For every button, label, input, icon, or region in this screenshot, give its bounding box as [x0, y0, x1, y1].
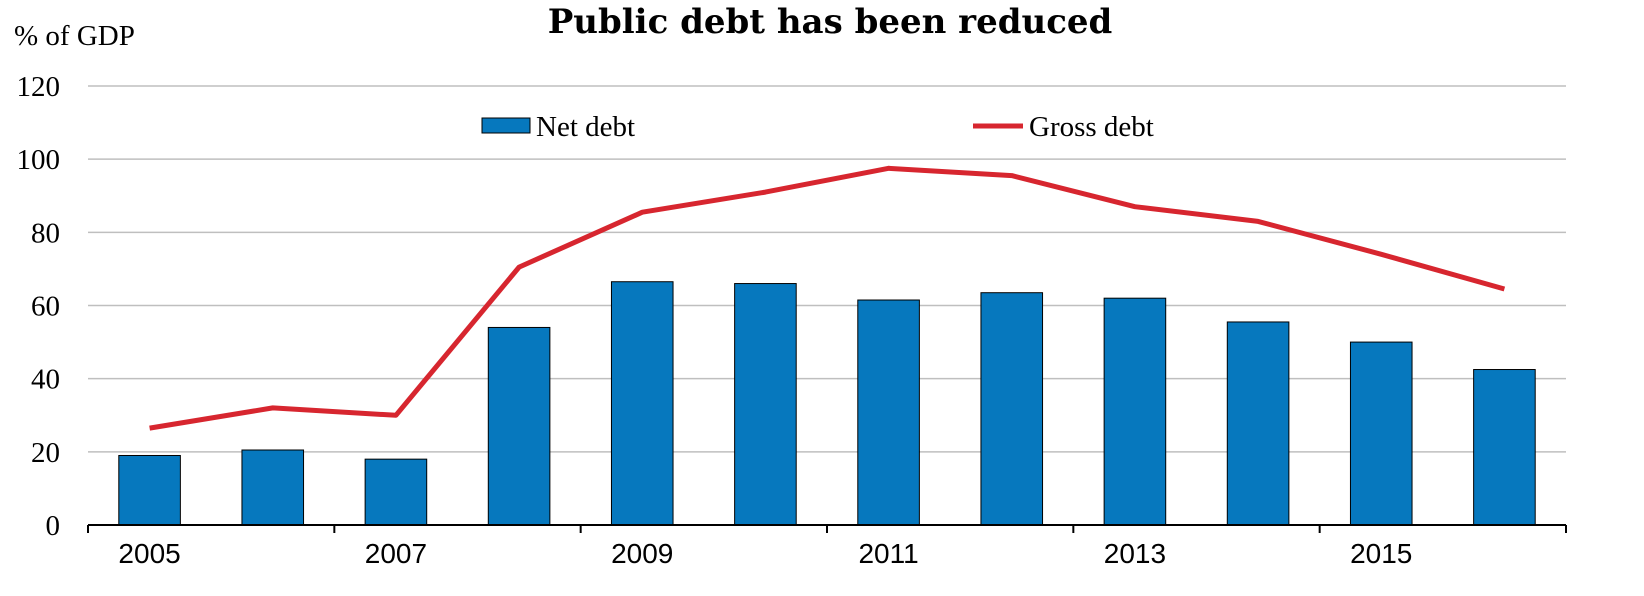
x-tick-label: 2005	[118, 538, 180, 569]
y-tick-label: 120	[17, 71, 61, 103]
x-tick-label: 2015	[1350, 538, 1412, 569]
x-axis: 2005 2007 2009 2011 2013 2015	[87, 524, 1567, 569]
chart-title: Public debt has been reduced	[548, 2, 1113, 42]
net-debt-bar	[241, 449, 305, 526]
net-debt-bar	[980, 292, 1044, 526]
y-tick-label: 60	[31, 291, 60, 323]
y-tick-label: 100	[17, 144, 61, 176]
gross-debt-line-group	[149, 165, 1506, 431]
net-debt-bar	[118, 454, 181, 526]
net-debt-bar	[610, 281, 674, 526]
net-debt-bar	[734, 283, 797, 526]
x-tick-label: 2011	[858, 538, 918, 569]
net-debt-bar	[1103, 297, 1167, 526]
legend-label-gross-debt: Gross debt	[1029, 111, 1154, 143]
x-tick-label: 2009	[611, 538, 673, 569]
net-debt-bar	[364, 458, 428, 526]
legend-swatch-net-debt	[481, 117, 531, 134]
gridlines	[88, 85, 1566, 453]
y-axis-unit-label: % of GDP	[14, 20, 135, 52]
gross-debt-line	[149, 165, 1506, 431]
y-tick-label: 80	[31, 217, 60, 249]
y-axis-ticks: 0 20 40 60 80 100 120	[17, 71, 61, 542]
net-debt-bar	[1226, 321, 1290, 526]
y-tick-label: 40	[31, 364, 60, 396]
net-debt-bar	[1473, 369, 1536, 526]
net-debt-bar	[487, 326, 551, 526]
y-tick-label: 0	[46, 510, 61, 542]
legend-label-net-debt: Net debt	[536, 111, 635, 143]
legend: Net debt Gross debt	[481, 111, 1154, 143]
x-tick-label: 2013	[1104, 538, 1166, 569]
net-debt-bars	[118, 281, 1536, 526]
net-debt-bar	[857, 299, 920, 526]
x-tick-label: 2007	[365, 538, 427, 569]
y-tick-label: 20	[31, 437, 60, 469]
net-debt-bar	[1349, 341, 1413, 526]
